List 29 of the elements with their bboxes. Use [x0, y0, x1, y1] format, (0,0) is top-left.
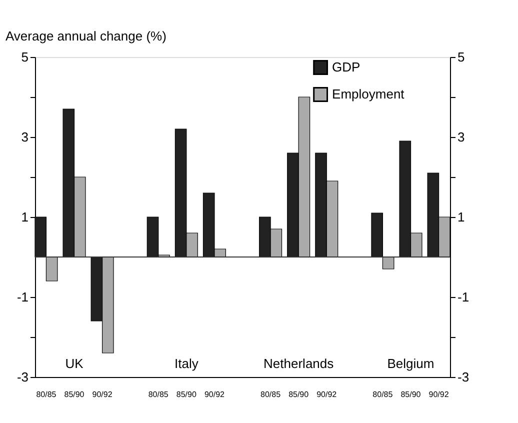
- annotation: Netherlands: [264, 356, 334, 371]
- y-tick-label: 3: [21, 130, 28, 144]
- x-tick-label: 90/92: [204, 390, 226, 399]
- y-tick-label: -3: [16, 370, 28, 384]
- annotation: UK: [65, 356, 84, 371]
- y-tick-label: 5: [21, 50, 28, 64]
- x-tick-label: 85/90: [64, 390, 85, 399]
- y-tick-label: -1: [16, 290, 28, 304]
- x-tick-label: 80/85: [148, 390, 169, 399]
- legend-label: GDP: [332, 60, 360, 74]
- y2-tick-label: -3: [458, 370, 470, 384]
- x-tick-label: 90/92: [92, 390, 113, 399]
- x-tick-label: 85/90: [400, 390, 422, 399]
- x-tick-label: 80/85: [36, 390, 57, 399]
- y2-tick-label: 1: [458, 210, 465, 224]
- x-tick-label: 85/90: [288, 390, 310, 399]
- x-tick-label: 85/90: [176, 390, 197, 399]
- x-tick-label: 90/92: [428, 390, 450, 399]
- y2-tick-label: 5: [458, 50, 465, 64]
- x-tick-label: 80/85: [372, 390, 394, 399]
- x-tick-label: 80/85: [260, 390, 282, 399]
- y2-tick-label: -1: [458, 290, 470, 304]
- legend-label: Employment: [332, 86, 405, 102]
- annotation: Belgium: [387, 356, 434, 371]
- y-tick-label: 1: [21, 210, 28, 224]
- y2-tick-label: 3: [458, 130, 465, 144]
- y-axis-title: Average annual change (%): [6, 28, 166, 44]
- annotation: Italy: [174, 356, 199, 371]
- x-tick-label: 90/92: [316, 390, 338, 399]
